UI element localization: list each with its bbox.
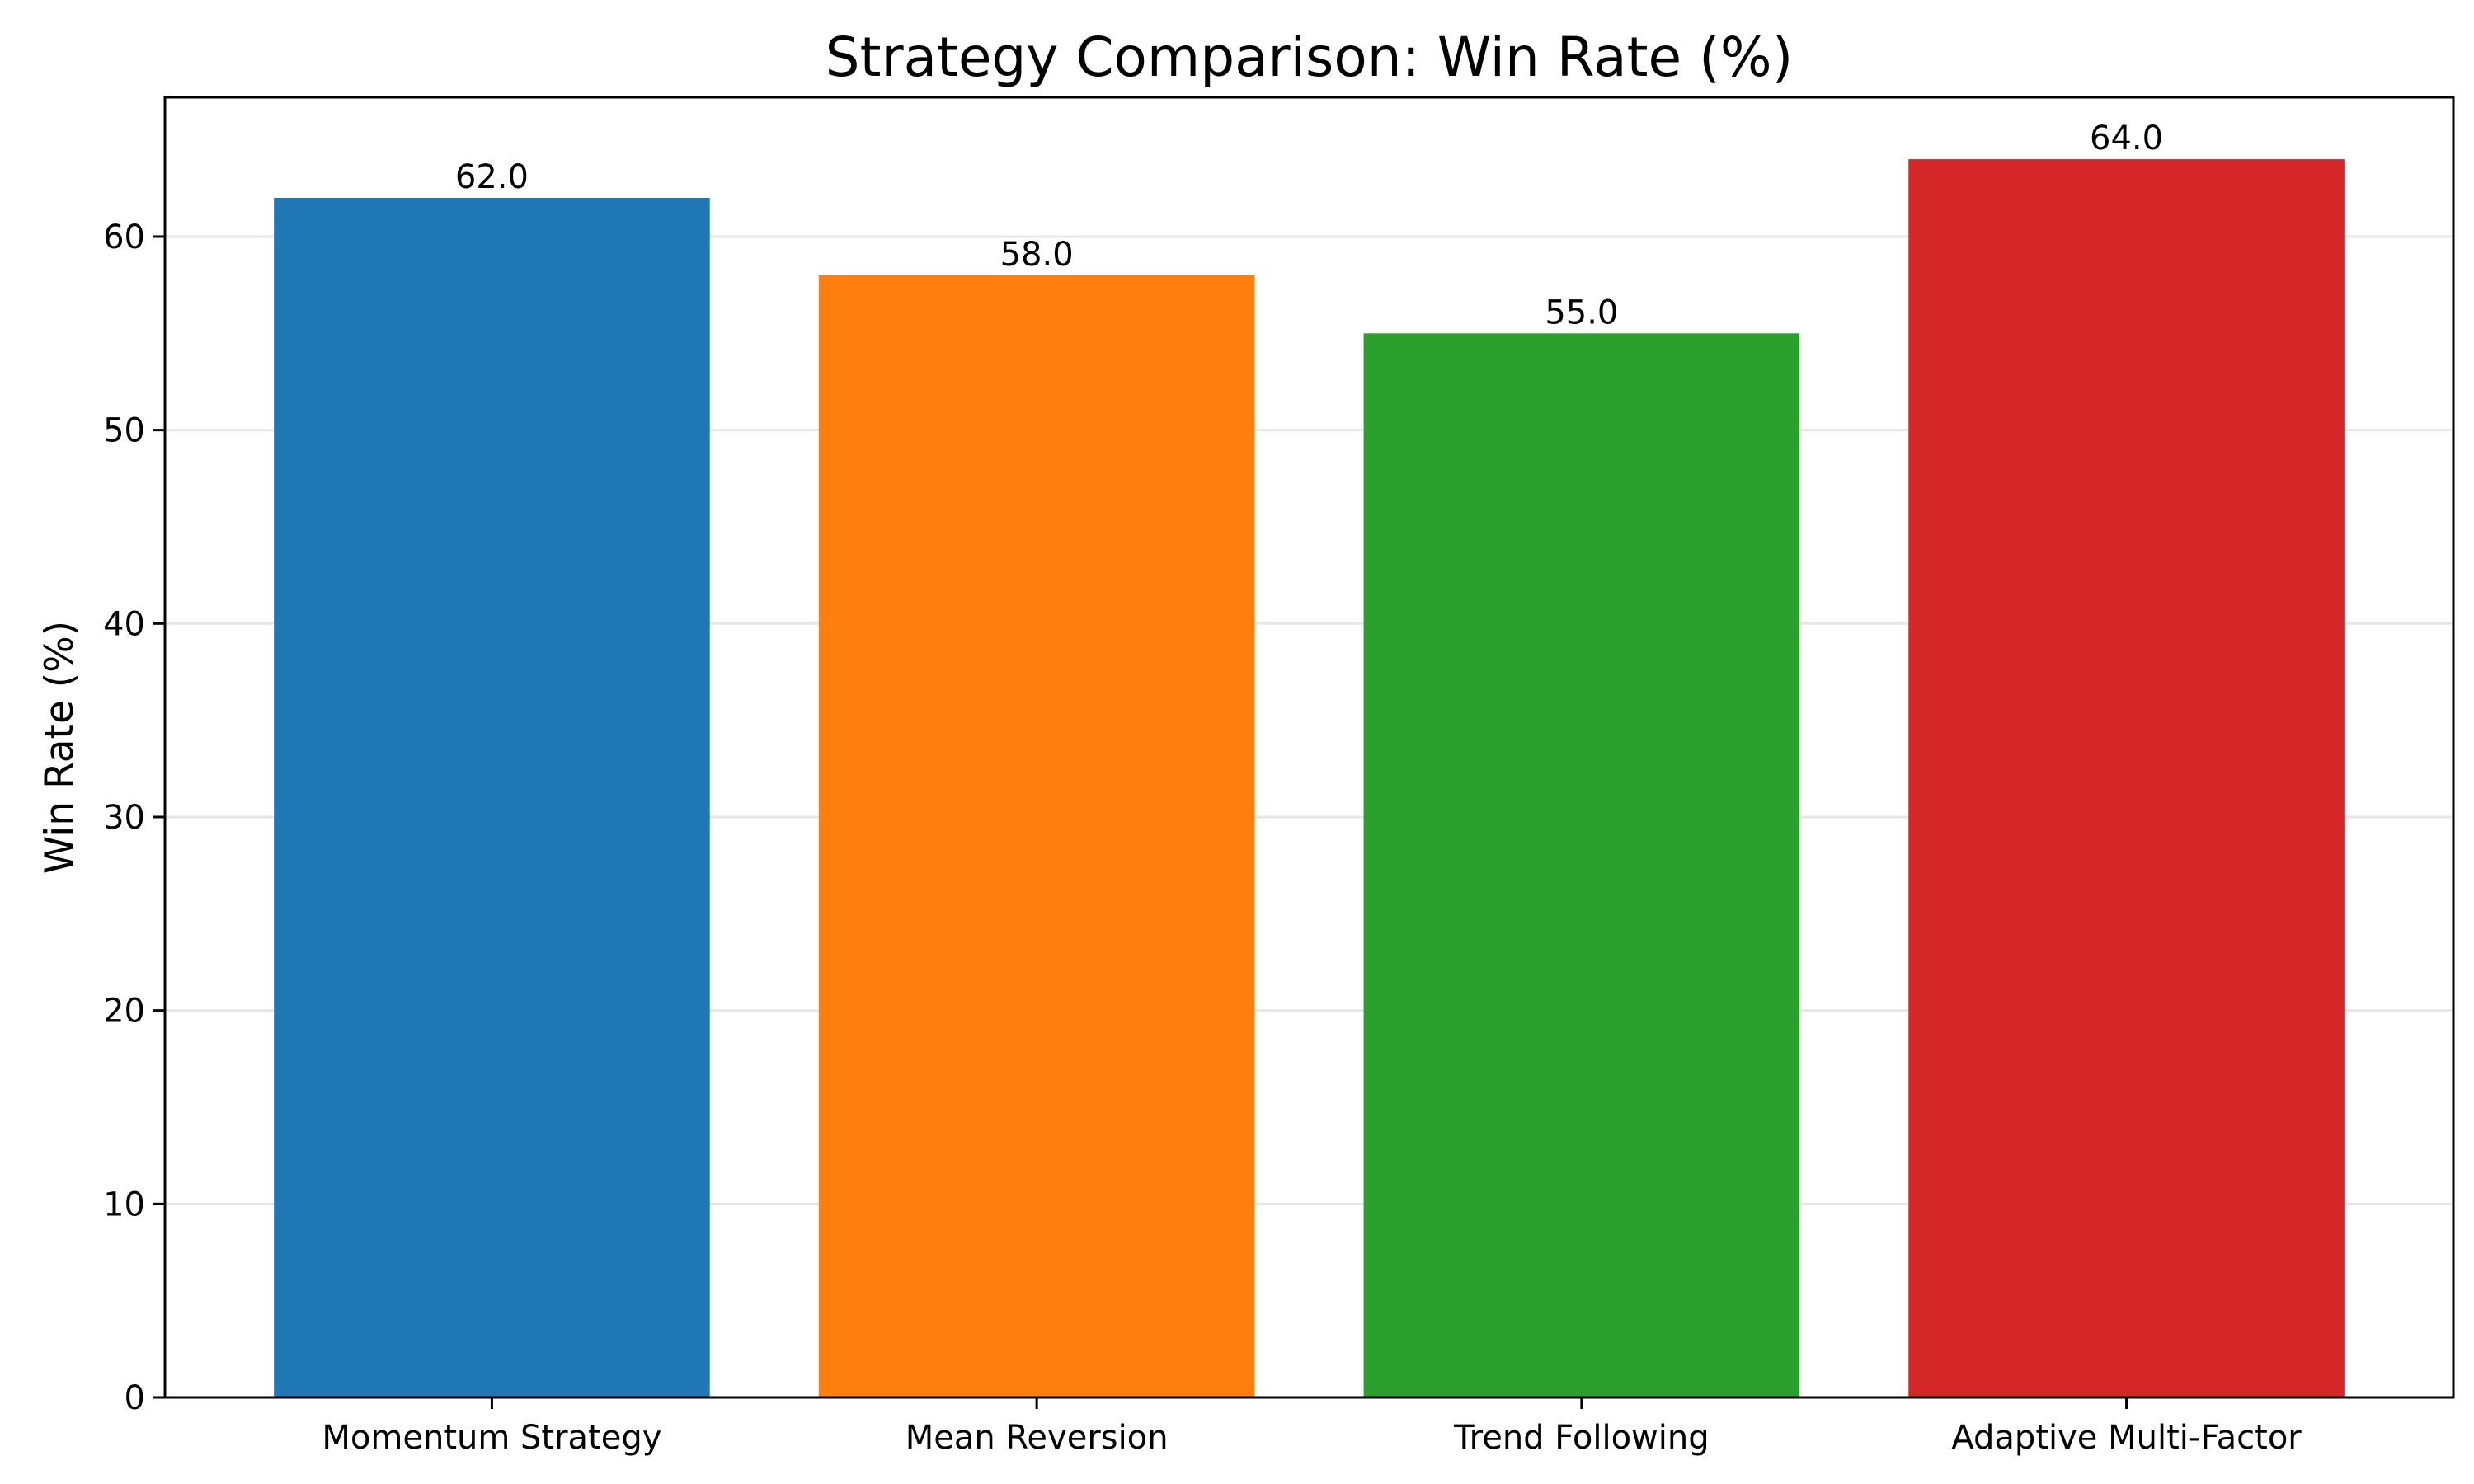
x-tick-label: Trend Following [1453, 1419, 1710, 1457]
data-labels: 62.0 58.0 55.0 64.0 [455, 120, 2163, 331]
bar-3 [1908, 159, 2345, 1398]
chart-title: Strategy Comparison: Win Rate (%) [825, 26, 1794, 89]
x-tick-label: Mean Reversion [905, 1419, 1169, 1457]
bars [274, 159, 2345, 1398]
y-tick-label: 30 [103, 799, 145, 837]
bar-2 [1363, 333, 1800, 1398]
x-tick-label: Adaptive Multi-Factor [1951, 1419, 2302, 1457]
y-tick-label: 40 [103, 605, 145, 643]
bar-0 [274, 198, 710, 1397]
bar-value-label: 58.0 [1000, 236, 1074, 274]
y-tick-label: 10 [103, 1186, 145, 1223]
bar-value-label: 62.0 [455, 158, 529, 196]
bar-value-label: 64.0 [2090, 120, 2163, 157]
bar-value-label: 55.0 [1545, 294, 1618, 331]
bar-1 [818, 275, 1255, 1397]
y-tick-label: 0 [125, 1379, 145, 1417]
axis-ticks: 0 10 20 30 40 50 60 Momentum Strategy Mean Rever… [103, 218, 2302, 1457]
y-tick-label: 50 [103, 412, 145, 450]
y-tick-label: 60 [103, 218, 145, 256]
x-tick-label: Momentum Strategy [322, 1419, 661, 1457]
plot-area-frame [163, 96, 2455, 1399]
y-axis-label: Win Rate (%) [37, 621, 82, 874]
y-tick-label: 20 [103, 993, 145, 1031]
